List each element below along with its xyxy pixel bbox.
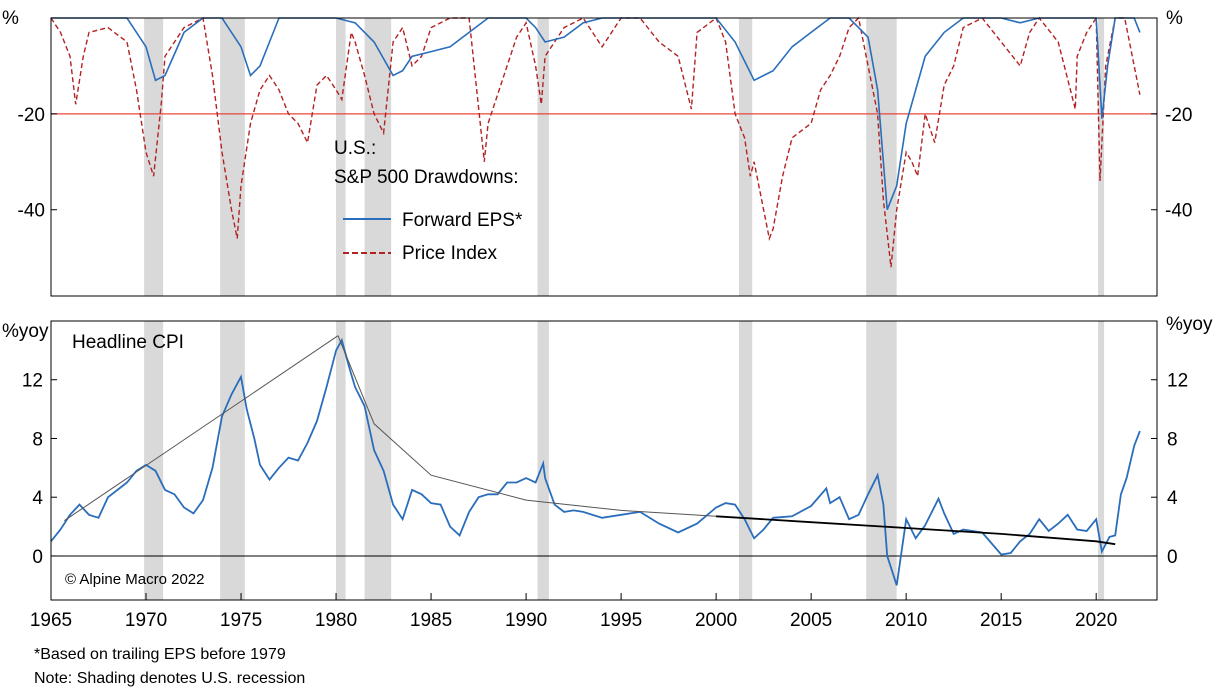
axis-ticks: -20 -20 -40 -40 0 0 4 4 8 8 12 12 1965 1970 1975 1980 19… [18,105,1193,631]
recession-bar-bottom-1 [220,321,245,600]
bottom-right-unit-label: %yoy [1166,314,1213,335]
xtick-label: 1975 [220,610,262,631]
bottom-left-ytick-label: 0 [32,547,43,568]
series-lines [50,15,1141,586]
top-right-ytick-label: -40 [1165,201,1192,222]
xtick-label: 1970 [125,610,167,631]
legend-eps-label: Forward EPS* [402,210,523,231]
bottom-left-ytick-label: 4 [32,488,43,509]
legend-price-label: Price Index [402,243,498,264]
recession-bar-bottom-4 [537,321,549,600]
xtick-label: 2020 [1075,610,1117,631]
top-right-unit-label: % [1166,8,1183,29]
headline-cpi-line [50,337,1141,586]
top-panel-frame [50,17,1158,297]
xtick-label: 2015 [980,610,1022,631]
top-left-ytick-label: -20 [18,105,45,126]
top-panel-title: U.S.: [334,138,376,159]
bottom-right-ytick-label: 0 [1167,547,1178,568]
price-index-drawdown-line [50,15,1141,268]
bottom-left-ytick-label: 8 [32,429,43,450]
bottom-right-ytick-label: 12 [1167,371,1188,392]
xtick-label: 2005 [790,610,832,631]
top-panel-subtitle: S&P 500 Drawdowns: [334,167,518,188]
bottom-right-ytick-label: 4 [1167,488,1178,509]
recession-bar-top-5 [738,18,753,296]
xtick-label: 1995 [600,610,642,631]
top-left-unit-label: % [2,8,19,29]
recession-bar-bottom-7 [1098,321,1105,600]
bottom-panel-frame [50,320,1158,601]
recession-bar-bottom-6 [866,321,897,600]
recession-bar-top-2 [336,18,346,296]
xtick-label: 2000 [695,610,737,631]
recession-bar-top-0 [144,18,164,296]
cpi-trend-down-line [716,515,1116,546]
top-left-ytick-label: -40 [18,201,45,222]
cpi-trend-decay-line [337,335,717,517]
xtick-label: 1965 [30,610,72,631]
recession-bar-top-4 [537,18,549,296]
xtick-label: 1985 [410,610,452,631]
bottom-left-unit-label: %yoy [2,321,49,342]
bottom-right-ytick-label: 8 [1167,429,1178,450]
cpi-trend-lines [64,335,1116,546]
copyright: © Alpine Macro 2022 [65,571,204,588]
recession-bar-top-6 [866,18,897,296]
xtick-label: 1980 [315,610,357,631]
bottom-left-ytick-label: 12 [22,371,43,392]
top-right-ytick-label: -20 [1165,105,1192,126]
cpi-trend-up-line [64,335,339,522]
recession-bar-bottom-5 [738,321,753,600]
footnote-shading: Note: Shading denotes U.S. recession [34,670,306,687]
recession-bar-bottom-2 [336,321,346,600]
bottom-panel-title: Headline CPI [72,332,184,353]
xtick-label: 1990 [505,610,547,631]
recession-bar-top-1 [220,18,245,296]
reference-lines [51,113,1157,557]
xtick-label: 2010 [885,610,927,631]
recession-shading [144,18,1105,600]
footnote-eps: *Based on trailing EPS before 1979 [34,646,286,663]
